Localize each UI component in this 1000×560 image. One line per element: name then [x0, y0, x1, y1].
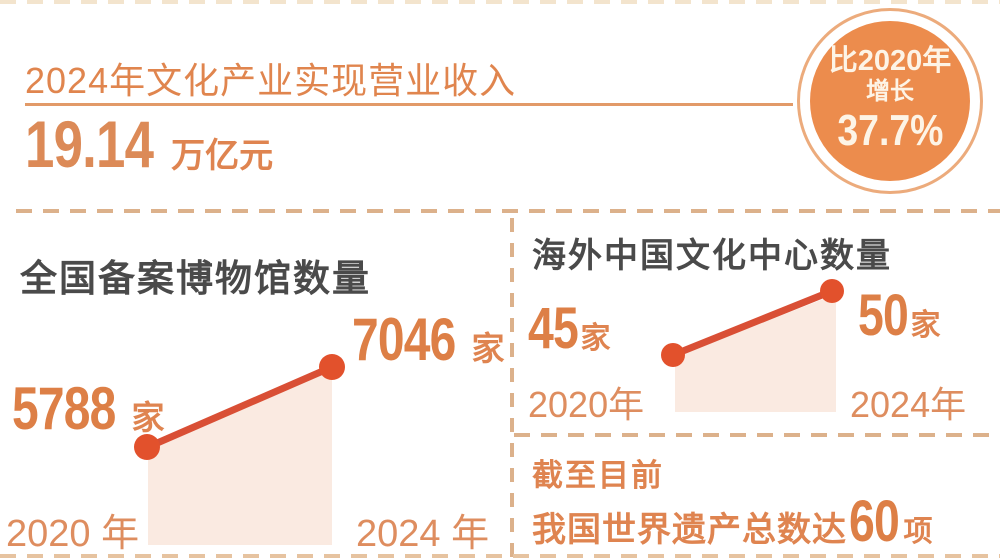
- overseas-section-title: 海外中国文化中心数量: [532, 237, 892, 275]
- museums-end-stat: 7046 家: [352, 305, 504, 374]
- museums-start-stat: 5788 家: [12, 374, 164, 443]
- overseas-end-unit: 家: [910, 309, 941, 342]
- museums-end-year-label: 2024 年: [356, 513, 490, 555]
- overseas-start-dot: [661, 343, 685, 367]
- overseas-end-stat: 50 家: [858, 282, 941, 349]
- heritage-value: 60: [849, 489, 900, 554]
- museums-end-unit: 家: [471, 330, 505, 367]
- overseas-end-dot: [820, 279, 844, 303]
- bottom-edge-dashed-line: [0, 554, 1000, 558]
- overseas-end-value: 50: [858, 283, 909, 348]
- overseas-end-year-label: 2024年: [850, 384, 967, 425]
- title-underline: [25, 103, 793, 106]
- overseas-start-stat: 45 家: [528, 295, 611, 362]
- heritage-unit: 项: [903, 516, 933, 548]
- growth-badge: 比2020年 增长 37.7%: [797, 8, 983, 194]
- museums-start-year-label: 2020 年: [6, 513, 140, 555]
- section-divider-vertical: [510, 218, 514, 560]
- revenue-headline: 19.14 万亿元: [25, 106, 273, 182]
- top-edge-dashed-line: [0, 0, 1000, 4]
- museums-end-dot: [319, 354, 345, 380]
- museums-trend-line: [146, 363, 334, 451]
- overseas-area-fill: [675, 294, 836, 412]
- museums-trend-chart: [134, 354, 345, 545]
- overseas-start-value: 45: [528, 296, 579, 361]
- section-divider-horizontal-top: [16, 209, 1000, 213]
- museums-end-value: 7046: [352, 306, 456, 373]
- revenue-unit: 万亿元: [171, 137, 274, 175]
- museums-start-unit: 家: [131, 399, 165, 436]
- badge-line2: 增长: [866, 78, 914, 106]
- museums-start-dot: [134, 434, 160, 460]
- page-title: 2024年文化产业实现营业收入: [25, 60, 517, 101]
- section-divider-horizontal-mid: [514, 433, 1000, 437]
- overseas-trend-chart: [661, 279, 844, 412]
- overseas-start-unit: 家: [580, 322, 611, 355]
- heritage-line1: 截至目前: [532, 458, 664, 493]
- museums-start-value: 5788: [12, 375, 116, 442]
- badge-growth-value: 37.7%: [836, 106, 944, 156]
- overseas-trend-line: [671, 287, 834, 359]
- museums-section-title: 全国备案博物馆数量: [20, 258, 371, 299]
- overseas-start-year-label: 2020年: [528, 384, 645, 425]
- museums-area-fill: [148, 369, 332, 545]
- heritage-line2: 我国世界遗产总数达 60 项: [532, 488, 933, 555]
- heritage-text: 我国世界遗产总数达: [532, 511, 847, 549]
- revenue-value: 19.14: [25, 107, 154, 181]
- badge-line1: 比2020年: [828, 45, 952, 78]
- growth-badge-circle: 比2020年 增长 37.7%: [810, 21, 970, 181]
